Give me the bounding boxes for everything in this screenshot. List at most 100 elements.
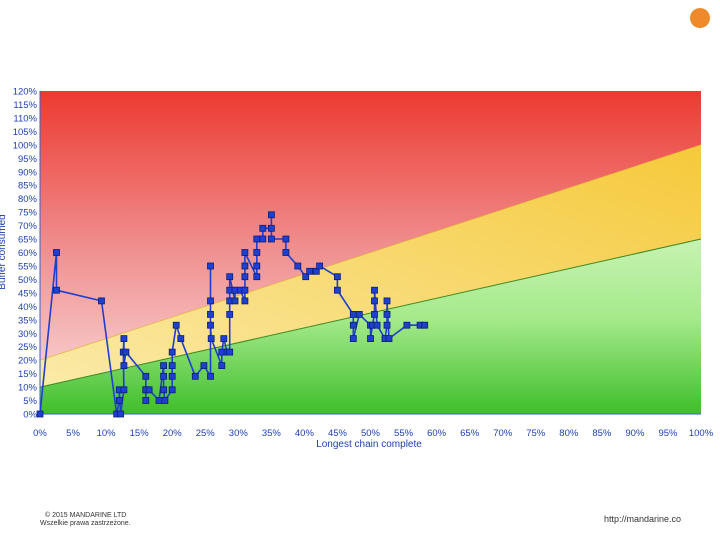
data-point-marker (98, 297, 105, 305)
data-point-marker (207, 297, 214, 305)
x-tick-label: 35% (262, 428, 282, 439)
y-tick-label: 20% (18, 356, 38, 367)
x-tick-label: 0% (33, 428, 47, 439)
data-point-marker (267, 211, 275, 219)
data-point-marker (241, 262, 249, 270)
data-point-marker (200, 362, 208, 370)
copyright-text: © 2015 MANDARINE LTD (45, 512, 127, 519)
data-point-marker (207, 262, 214, 270)
x-tick-label: 15% (130, 428, 150, 439)
x-tick-label: 45% (328, 428, 348, 439)
data-point-marker (371, 310, 378, 318)
rights-text: Wszelkie prawa zastrzeżone. (40, 520, 131, 527)
footer-copyright-block: © 2015 MANDARINE LTD Wszelkie prawa zast… (40, 512, 131, 528)
x-axis-title: Longest chain complete (316, 439, 422, 450)
data-point-marker (294, 262, 302, 270)
y-tick-label: 35% (18, 315, 38, 326)
data-point-marker (259, 235, 267, 243)
x-tick-label: 85% (592, 428, 612, 439)
data-point-marker (371, 286, 378, 294)
y-tick-labels: 0% 5% 10% 15% 20% 25% 30% 35% 40% 45% 50% 55% 60% 65%… (13, 87, 38, 421)
data-point-marker (168, 372, 176, 380)
data-point-marker (117, 410, 124, 418)
data-point-marker (333, 286, 341, 294)
brand-dot-icon (690, 8, 710, 28)
zone-bands (39, 91, 702, 414)
y-tick-label: 90% (18, 167, 38, 178)
data-point-marker (282, 235, 290, 243)
data-point-marker (253, 273, 261, 281)
data-point-marker (349, 310, 357, 318)
data-point-marker (122, 348, 130, 356)
x-tick-label: 20% (163, 428, 183, 439)
y-tick-label: 120% (13, 87, 38, 98)
y-tick-label: 15% (18, 369, 38, 380)
y-tick-label: 45% (18, 288, 38, 299)
data-point-marker (207, 321, 214, 329)
y-tick-label: 50% (18, 275, 38, 286)
y-tick-label: 100% (13, 140, 38, 151)
data-point-marker (120, 335, 128, 343)
data-point-marker (226, 273, 234, 281)
data-point-marker (120, 362, 128, 370)
yellow-zone (40, 144, 701, 388)
data-point-marker (383, 321, 391, 329)
data-point-marker (161, 397, 169, 404)
x-tick-label: 70% (493, 428, 513, 439)
data-point-marker (267, 235, 275, 243)
series-markers (36, 211, 429, 418)
y-tick-label: 10% (18, 383, 38, 394)
axes (39, 91, 701, 415)
data-point-marker (226, 310, 234, 318)
x-tick-label: 25% (196, 428, 216, 439)
x-tick-label: 30% (229, 428, 249, 439)
data-point-marker (53, 249, 60, 256)
y-tick-label: 110% (13, 113, 37, 124)
website-url: http://mandarine.co (604, 514, 682, 524)
data-point-marker (226, 348, 234, 356)
data-point-marker (253, 262, 261, 270)
data-point-marker (36, 410, 44, 418)
y-tick-label: 80% (18, 194, 38, 205)
x-tick-label: 75% (526, 428, 546, 439)
x-tick-label: 10% (97, 428, 117, 439)
data-point-marker (231, 297, 239, 305)
data-point-marker (241, 286, 249, 294)
data-point-marker (145, 386, 153, 394)
yellow-zone-boundary (39, 144, 702, 361)
data-point-marker (302, 273, 310, 281)
y-tick-label: 0% (23, 410, 37, 421)
green-zone-boundary (39, 238, 702, 388)
y-tick-label: 65% (18, 235, 38, 246)
data-point-marker (316, 262, 324, 270)
x-tick-label: 100% (689, 428, 714, 439)
data-point-marker (207, 372, 214, 380)
data-point-marker (160, 386, 168, 394)
data-point-marker (191, 372, 199, 380)
y-tick-label: 85% (18, 181, 38, 192)
x-tick-label: 95% (658, 428, 678, 439)
data-point-marker (218, 362, 226, 370)
data-point-marker (115, 397, 123, 404)
x-tick-label: 65% (460, 428, 480, 439)
data-point-marker (168, 386, 176, 394)
data-point-marker (142, 372, 150, 380)
y-tick-label: 55% (18, 261, 38, 272)
data-point-marker (282, 249, 290, 256)
x-tick-label: 40% (295, 428, 315, 439)
data-point-marker (306, 267, 314, 275)
y-tick-label: 5% (23, 396, 37, 407)
data-point-marker (120, 386, 128, 394)
data-point-marker (367, 335, 374, 343)
data-point-marker (349, 335, 357, 343)
data-point-marker (383, 310, 391, 318)
data-point-marker (172, 321, 180, 329)
data-point-marker (207, 335, 215, 343)
data-point-marker (241, 297, 249, 305)
x-tick-label: 60% (427, 428, 447, 439)
x-tick-label: 5% (66, 428, 80, 439)
data-point-marker (168, 362, 176, 370)
data-point-marker (53, 286, 60, 294)
